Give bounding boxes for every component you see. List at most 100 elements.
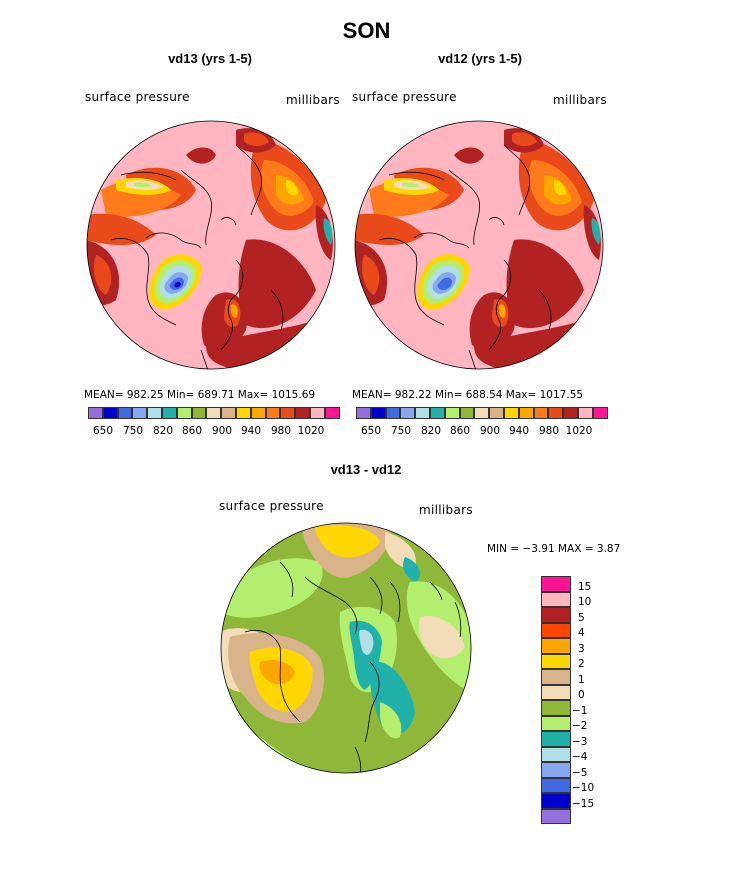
tick-label: 820 xyxy=(152,425,174,437)
swatch xyxy=(147,407,162,419)
legend-label: −4 xyxy=(572,751,588,763)
legend-label: 1 xyxy=(578,674,585,686)
legend-label: 0 xyxy=(578,689,585,701)
legend-label: 10 xyxy=(578,596,592,608)
swatch xyxy=(541,762,571,778)
swatch xyxy=(563,407,578,419)
legend-label: 3 xyxy=(578,643,585,655)
swatch xyxy=(459,407,475,419)
swatch xyxy=(221,407,236,419)
swatch xyxy=(541,576,571,592)
panel1-units-label: millibars xyxy=(286,93,340,107)
tick-label: 750 xyxy=(122,425,144,437)
tick-label: 1020 xyxy=(565,425,593,437)
legend-label: −2 xyxy=(572,720,588,732)
swatch xyxy=(541,622,571,638)
swatch xyxy=(503,407,519,419)
swatch xyxy=(250,407,266,419)
swatch xyxy=(370,407,386,419)
swatch xyxy=(541,715,571,731)
panel2-colorbar-ticks: 650 750 820 860 900 940 980 1020 xyxy=(0,425,733,439)
panel2-variable-label: surface pressure xyxy=(352,90,457,104)
swatch xyxy=(88,407,103,419)
swatch xyxy=(295,407,310,419)
swatch xyxy=(541,591,571,607)
swatch xyxy=(548,407,564,419)
diff-colorbar xyxy=(541,576,571,824)
diff-min-max: MIN = −3.91 MAX = 3.87 xyxy=(487,543,621,555)
swatch xyxy=(280,407,296,419)
panel2-stats: MEAN= 982.22 Min= 688.54 Max= 1017.55 xyxy=(352,389,584,401)
swatch xyxy=(518,407,534,419)
swatch xyxy=(541,669,571,685)
swatch xyxy=(541,700,571,716)
panel1-stats: MEAN= 982.25 Min= 689.71 Max= 1015.69 xyxy=(84,389,316,401)
diff-polar-map xyxy=(220,522,472,774)
swatch xyxy=(356,407,371,419)
swatch xyxy=(191,407,207,419)
swatch xyxy=(429,407,445,419)
swatch xyxy=(415,407,430,419)
tick-label: 940 xyxy=(508,425,530,437)
swatch xyxy=(176,407,192,419)
panel1-subtitle: vd13 (yrs 1-5) xyxy=(168,51,252,66)
swatch xyxy=(541,746,571,762)
tick-label: 650 xyxy=(360,425,382,437)
tick-label: 980 xyxy=(538,425,560,437)
swatch xyxy=(444,407,460,419)
panel1-colorbar-ticks: 650 750 820 860 900 940 980 1020 xyxy=(0,425,733,439)
swatch xyxy=(385,407,401,419)
tick-label: 940 xyxy=(240,425,262,437)
swatch xyxy=(206,407,222,419)
panel1-polar-map xyxy=(86,120,336,370)
swatch xyxy=(132,407,148,419)
tick-label: 900 xyxy=(211,425,233,437)
swatch xyxy=(541,653,571,669)
swatch xyxy=(489,407,504,419)
swatch xyxy=(541,731,571,747)
legend-label: −3 xyxy=(572,736,588,748)
panel2-subtitle: vd12 (yrs 1-5) xyxy=(438,51,522,66)
swatch xyxy=(235,407,251,419)
legend-label: −1 xyxy=(572,705,588,717)
panel2-polar-map xyxy=(354,120,604,370)
tick-label: 750 xyxy=(390,425,412,437)
tick-label: 860 xyxy=(181,425,203,437)
diff-units-label: millibars xyxy=(419,503,473,517)
swatch xyxy=(102,407,118,419)
legend-label: 4 xyxy=(578,627,585,639)
swatch xyxy=(117,407,133,419)
legend-label: 5 xyxy=(578,612,585,624)
swatch xyxy=(541,684,571,700)
legend-label: −5 xyxy=(572,767,588,779)
swatch xyxy=(474,407,490,419)
swatch xyxy=(577,407,593,419)
legend-label: 15 xyxy=(578,581,592,593)
diff-subtitle: vd13 - vd12 xyxy=(330,462,402,477)
panel1-colorbar xyxy=(88,407,340,420)
swatch xyxy=(324,407,340,419)
swatch xyxy=(541,607,571,623)
tick-label: 980 xyxy=(270,425,292,437)
legend-label: −10 xyxy=(572,782,595,794)
tick-label: 1020 xyxy=(297,425,325,437)
figure-title: SON xyxy=(342,18,391,43)
swatch xyxy=(541,777,571,793)
swatch xyxy=(265,407,281,419)
swatch xyxy=(541,638,571,654)
legend-label: −15 xyxy=(572,798,595,810)
panel1-variable-label: surface pressure xyxy=(85,90,190,104)
tick-label: 650 xyxy=(92,425,114,437)
panel2-units-label: millibars xyxy=(553,93,607,107)
swatch xyxy=(592,407,608,419)
tick-label: 860 xyxy=(449,425,471,437)
diff-variable-label: surface pressure xyxy=(219,499,324,513)
legend-label: 2 xyxy=(578,658,585,670)
tick-label: 820 xyxy=(420,425,442,437)
panel2-colorbar xyxy=(356,407,608,420)
swatch xyxy=(541,793,571,809)
swatch xyxy=(533,407,549,419)
swatch xyxy=(161,407,177,419)
swatch xyxy=(541,808,571,824)
swatch xyxy=(309,407,325,419)
